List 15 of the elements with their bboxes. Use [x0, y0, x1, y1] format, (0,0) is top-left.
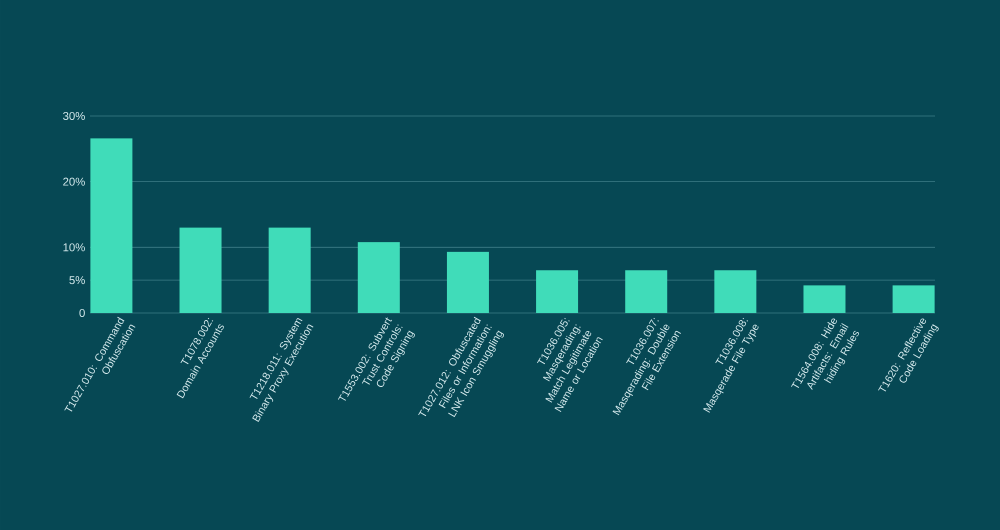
bar	[358, 242, 400, 313]
bar	[180, 228, 222, 313]
y-tick-label: 30%	[63, 112, 85, 120]
bar	[803, 285, 846, 313]
bar	[90, 138, 132, 313]
bar	[714, 270, 756, 313]
bar	[536, 270, 578, 313]
y-tick-label: 0	[79, 308, 85, 317]
y-tick-label: 10%	[63, 243, 85, 252]
bar	[625, 270, 668, 313]
bar	[892, 285, 935, 313]
y-tick-label: 20%	[63, 178, 85, 186]
y-tick-label: 5%	[69, 276, 85, 284]
bar	[446, 252, 489, 313]
bar	[268, 228, 311, 313]
